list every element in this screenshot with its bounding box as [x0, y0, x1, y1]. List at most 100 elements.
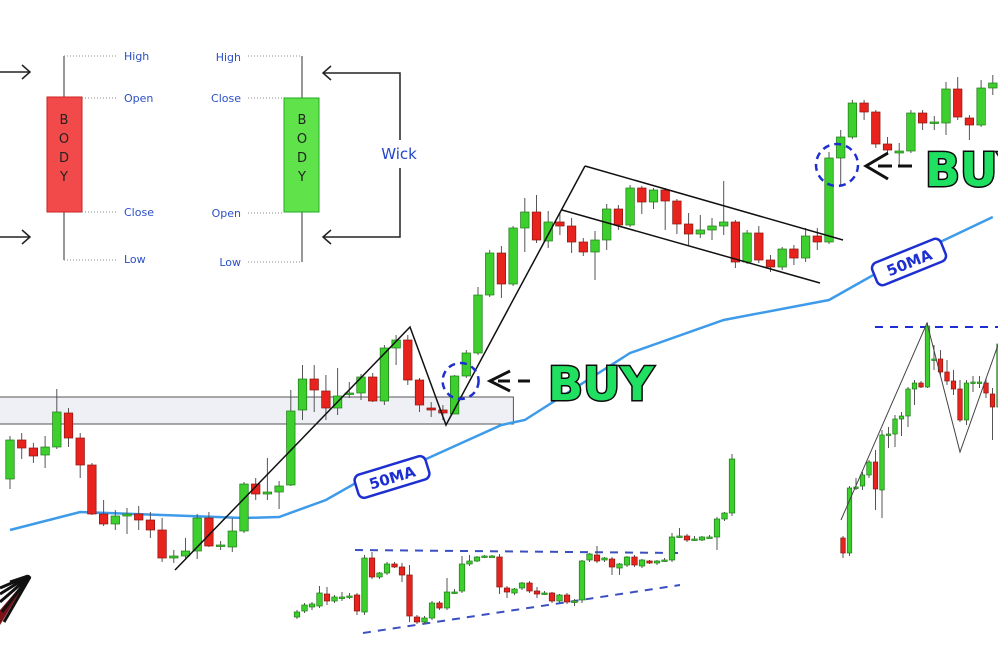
bullish-candle	[216, 541, 226, 550]
bullish-candle	[970, 376, 976, 392]
candle-body	[52, 411, 62, 448]
candle-body	[963, 382, 970, 421]
candle-body	[742, 232, 752, 263]
bullish-candle	[625, 185, 635, 227]
bullish-candle	[976, 376, 983, 388]
bullish-candle	[661, 558, 668, 562]
bullish-candle	[898, 412, 905, 436]
bullish-candle	[481, 555, 488, 558]
label-low: Low	[124, 253, 146, 266]
bullish-candle	[508, 226, 518, 286]
bullish-candle	[695, 215, 705, 238]
candle-body	[571, 600, 578, 603]
bearish-candle	[413, 615, 421, 624]
bullish-candle	[293, 610, 301, 619]
candle-body	[169, 555, 179, 559]
bullish-body-letter: D	[297, 151, 307, 166]
candle-body	[403, 339, 413, 381]
candle-body	[556, 594, 563, 602]
bullish-leader-lines	[248, 55, 302, 263]
bullish-candle	[428, 601, 436, 620]
bullish-candle	[333, 368, 343, 415]
candle-body	[976, 87, 986, 126]
candle-body	[316, 592, 323, 607]
label-high: High	[124, 50, 149, 63]
right-inset-chart	[840, 321, 998, 558]
bearish-candle	[503, 586, 511, 598]
candle-body	[488, 555, 496, 558]
bullish-candle	[556, 594, 563, 603]
candle-body	[563, 594, 571, 603]
candle-body	[970, 381, 976, 384]
bullish-candle	[262, 458, 272, 500]
ma-label-2: 50MA	[870, 237, 948, 287]
bullish-candle	[638, 559, 646, 568]
bearish-candle	[134, 506, 144, 530]
bullish-candle	[691, 536, 698, 541]
main-chart	[0, 75, 998, 571]
candle-body	[368, 557, 376, 578]
candle-body	[882, 143, 893, 151]
bullish-candle	[836, 130, 846, 186]
candle-body	[376, 572, 383, 578]
label-close: Close	[124, 206, 154, 219]
bearish-candle	[730, 220, 741, 268]
bearish-candle	[309, 365, 319, 412]
candle-body	[466, 560, 473, 565]
bullish-candle	[846, 486, 853, 556]
candle-body	[383, 563, 391, 574]
candle-body	[533, 590, 541, 595]
bullish-candle	[879, 430, 885, 518]
wick-bracket	[321, 65, 401, 245]
bullish-candle	[602, 204, 612, 250]
candle-body	[859, 102, 869, 113]
bullish-candle	[297, 365, 308, 420]
candle-body	[996, 343, 998, 408]
bullish-candle	[541, 591, 548, 595]
bullish-body-letter: O	[297, 132, 307, 147]
bullish-candle	[383, 562, 391, 575]
candle-body	[728, 458, 736, 514]
bearish-body-letter: B	[60, 113, 69, 128]
candle-body	[414, 379, 425, 406]
candle-body	[953, 88, 963, 118]
candle-body	[944, 371, 950, 382]
candle-body	[892, 418, 898, 435]
ma-label-1: 50MA	[353, 454, 431, 500]
candle-body	[134, 513, 144, 521]
candle-body	[321, 390, 331, 409]
bullish-body-letter: B	[298, 113, 307, 128]
label-low: Low	[219, 256, 241, 269]
candle-body	[443, 591, 451, 609]
candle-body	[428, 602, 436, 619]
candle-body	[301, 604, 308, 612]
bearish-candle	[637, 186, 647, 214]
bearish-candle	[555, 212, 565, 235]
bearish-candle	[63, 408, 74, 447]
bearish-candle	[578, 238, 588, 256]
candle-body	[866, 461, 872, 476]
candle-body	[406, 574, 413, 617]
candle-body	[87, 464, 97, 515]
bearish-candle	[840, 536, 846, 558]
flag-upper-line	[584, 165, 844, 241]
candle-body	[368, 376, 378, 402]
bullish-candle	[859, 472, 866, 490]
candle-body	[879, 434, 885, 491]
candle-body	[75, 437, 85, 466]
candle-body	[192, 517, 202, 552]
bearish-candle	[17, 433, 27, 459]
bearish-candle	[672, 199, 682, 234]
candle-body	[98, 513, 109, 525]
label-open: Open	[212, 207, 241, 220]
candle-body	[180, 550, 191, 557]
bearish-candle	[353, 593, 361, 615]
candle-body	[531, 211, 542, 241]
candle-body	[668, 536, 676, 561]
bearish-candle	[631, 555, 638, 567]
candle-body	[496, 556, 503, 588]
candle-body	[473, 294, 483, 354]
candle-body	[308, 603, 316, 608]
candle-body	[391, 563, 398, 568]
bullish-candle	[929, 116, 939, 130]
